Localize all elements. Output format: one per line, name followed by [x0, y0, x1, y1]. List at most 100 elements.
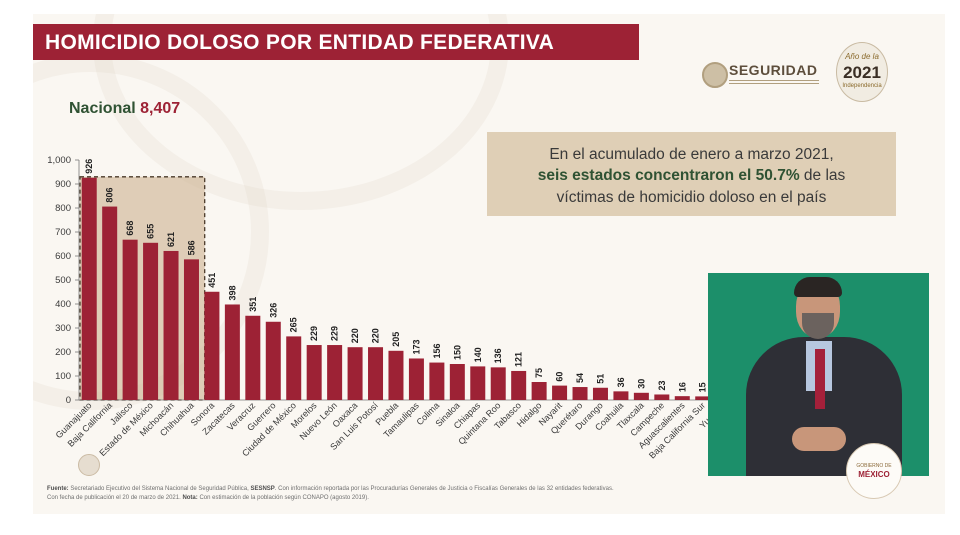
bar-value-label: 220 — [371, 328, 381, 343]
bar — [224, 304, 240, 400]
seal-icon — [702, 62, 728, 88]
bar — [470, 366, 486, 400]
footer-source-label: Fuente: — [47, 486, 69, 492]
footer-source-rest: . Con información reportada por las Proc… — [274, 486, 614, 492]
bar-value-label: 806 — [105, 188, 115, 203]
bar-value-label: 23 — [657, 380, 667, 390]
bar — [408, 358, 424, 400]
bar-value-label: 140 — [473, 347, 483, 362]
footer-date-text: Con fecha de publicación el 20 de marzo … — [47, 495, 183, 501]
bar — [204, 291, 220, 400]
bar — [163, 250, 179, 400]
bar — [306, 345, 322, 400]
bar-value-label: 220 — [350, 328, 360, 343]
y-tick-label: 900 — [55, 179, 71, 190]
callout-line-3: víctimas de homicidio doloso en el país — [556, 189, 827, 206]
bar — [449, 364, 465, 400]
footer-note-label: Nota: — [182, 495, 198, 501]
bar-value-label: 205 — [391, 332, 401, 347]
bar-value-label: 451 — [207, 273, 217, 288]
bar-value-label: 51 — [595, 374, 605, 384]
title-bar: HOMICIDIO DOLOSO POR ENTIDAD FEDERATIVA — [33, 24, 639, 60]
slide: HOMICIDIO DOLOSO POR ENTIDAD FEDERATIVA … — [33, 14, 945, 514]
bar — [429, 362, 445, 400]
bar-value-label: 75 — [534, 368, 544, 378]
year-logo-top: Año de la — [845, 52, 879, 61]
bar — [368, 347, 384, 400]
bar — [613, 391, 629, 400]
bar — [102, 206, 118, 400]
year-logo-number: 2021 — [843, 63, 881, 82]
source-footer: Fuente: Secretariado Ejecutivo del Siste… — [47, 486, 887, 508]
bar-value-label: 398 — [227, 285, 237, 300]
bar-value-label: 54 — [575, 373, 585, 383]
bar-value-label: 926 — [84, 159, 94, 174]
interpreter-hands — [792, 427, 846, 451]
bar — [265, 321, 281, 400]
bar-value-label: 121 — [514, 352, 524, 367]
bar — [183, 259, 199, 400]
callout-box: En el acumulado de enero a marzo 2021, s… — [487, 132, 896, 216]
bar-value-label: 265 — [289, 317, 299, 332]
bar-value-label: 326 — [268, 303, 278, 318]
y-tick-label: 1,000 — [47, 155, 71, 166]
callout-line-2: seis estados concentraron el 50.7% de la… — [487, 167, 896, 185]
y-tick-label: 700 — [55, 227, 71, 238]
bar-value-label: 136 — [493, 348, 503, 363]
callout-line-1: En el acumulado de enero a marzo 2021, — [549, 146, 834, 163]
y-tick-label: 400 — [55, 299, 71, 310]
footer-note-text: Con estimación de la población según CON… — [197, 495, 369, 501]
seguridad-logo: SEGURIDAD — [699, 60, 829, 94]
bar-value-label: 150 — [452, 345, 462, 360]
national-total-value: 8,407 — [140, 100, 181, 117]
logo-rule — [729, 80, 819, 84]
bar — [552, 385, 568, 400]
footer-date-line: Con fecha de publicación el 20 de marzo … — [47, 495, 369, 501]
year-2021-logo: Año de la 2021 Independencia — [836, 42, 888, 102]
y-tick-label: 300 — [55, 323, 71, 334]
bar-value-label: 60 — [555, 372, 565, 382]
bar — [633, 392, 649, 400]
gobierno-logo-bottom: MÉXICO — [858, 470, 890, 479]
bar-value-label: 668 — [125, 221, 135, 236]
bar — [286, 336, 302, 400]
national-total-label: Nacional — [69, 100, 136, 117]
state-seal-icon — [78, 454, 100, 476]
bar-value-label: 36 — [616, 377, 626, 387]
bar — [388, 350, 404, 400]
sign-language-interpreter-video — [708, 273, 929, 476]
y-tick-label: 600 — [55, 251, 71, 262]
bar-value-label: 621 — [166, 232, 176, 247]
bar — [531, 382, 547, 400]
bar — [654, 394, 670, 400]
bar-value-label: 15 — [698, 382, 708, 392]
footer-source-line: Fuente: Secretariado Ejecutivo del Siste… — [47, 486, 614, 492]
bar — [122, 239, 138, 400]
bar-value-label: 16 — [677, 382, 687, 392]
y-tick-label: 200 — [55, 347, 71, 358]
footer-source-text: Secretariado Ejecutivo del Sistema Nacio… — [68, 486, 251, 492]
seguridad-logo-text: SEGURIDAD — [729, 62, 818, 78]
gobierno-logo-top: GOBIERNO DE — [856, 463, 892, 469]
bar — [695, 396, 711, 400]
gobierno-de-mexico-logo: GOBIERNO DE MÉXICO — [846, 443, 902, 499]
interpreter-tie — [815, 349, 825, 409]
bar-value-label: 173 — [411, 339, 421, 354]
bar — [511, 370, 527, 400]
interpreter-beard — [802, 313, 834, 339]
bar-value-label: 586 — [186, 240, 196, 255]
top-six-highlight-box — [79, 176, 206, 401]
bar — [327, 345, 343, 400]
bar — [592, 387, 608, 400]
bar-value-label: 351 — [248, 297, 258, 312]
bar — [674, 396, 690, 400]
interpreter-hair — [794, 277, 842, 297]
bar — [81, 177, 97, 400]
bar — [143, 242, 159, 400]
bar — [245, 315, 261, 400]
bar-value-label: 156 — [432, 344, 442, 359]
national-total: Nacional 8,407 — [69, 100, 180, 118]
y-tick-label: 500 — [55, 275, 71, 286]
footer-sesnsp: SESNSP — [250, 486, 275, 492]
